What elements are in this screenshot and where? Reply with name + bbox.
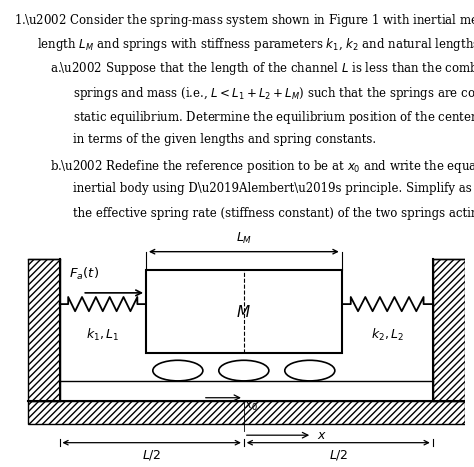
Text: a.\u2002 Suppose that the length of the channel $L$ is less than the combined le: a.\u2002 Suppose that the length of the … [50,60,474,78]
Text: the effective spring rate (stiffness constant) of the two springs acting togethe: the effective spring rate (stiffness con… [73,206,474,219]
Text: static equilibrium. Determine the equilibrium position of the center of the mass: static equilibrium. Determine the equili… [73,109,474,126]
Circle shape [285,360,335,381]
Text: $k_2, L_2$: $k_2, L_2$ [371,326,404,343]
Text: length $L_M$ and springs with stiffness parameters $k_1$, $k_2$ and natural leng: length $L_M$ and springs with stiffness … [37,36,474,53]
Text: $L/2$: $L/2$ [142,448,161,462]
Text: $k_1, L_1$: $k_1, L_1$ [86,326,119,343]
Text: $x_0$: $x_0$ [244,400,258,413]
Text: $F_a(t)$: $F_a(t)$ [69,266,99,282]
Text: $x$: $x$ [317,429,327,442]
Text: $\mathit{M}$: $\mathit{M}$ [237,304,251,319]
Text: inertial body using D\u2019Alembert\u2019s principle. Simplify as much as possib: inertial body using D\u2019Alembert\u201… [73,182,474,195]
Text: b.\u2002 Redefine the reference position to be at $x_0$ and write the equation o: b.\u2002 Redefine the reference position… [50,158,474,175]
Bar [146,270,342,353]
Bar [27,402,465,424]
Text: $L_M$: $L_M$ [236,231,252,246]
Text: springs and mass (i.e., $L < L_1 + L_2 + L_M$) such that the springs are compres: springs and mass (i.e., $L < L_1 + L_2 +… [73,85,474,102]
Bar [433,259,465,402]
Text: $L/2$: $L/2$ [328,448,348,462]
Circle shape [219,360,269,381]
Bar [27,259,60,402]
Text: in terms of the given lengths and spring constants.: in terms of the given lengths and spring… [73,134,376,147]
Circle shape [153,360,203,381]
Text: 1.\u2002 Consider the spring-mass system shown in Figure 1 with inertial member : 1.\u2002 Consider the spring-mass system… [14,12,474,28]
